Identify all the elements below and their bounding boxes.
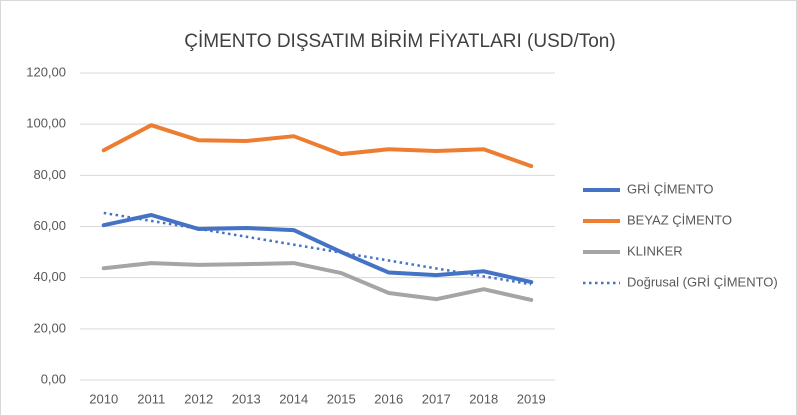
legend-label: GRİ ÇİMENTO [627,181,713,196]
legend-label: KLINKER [627,243,683,258]
y-tick-label: 40,00 [33,269,66,284]
y-tick-label: 80,00 [33,167,66,182]
x-tick-label: 2017 [422,391,451,406]
x-tick-label: 2014 [279,391,308,406]
x-tick-label: 2012 [184,391,213,406]
y-tick-label: 0,00 [41,371,66,386]
legend-label: Doğrusal (GRİ ÇİMENTO) [627,274,778,289]
x-tick-label: 2016 [374,391,403,406]
x-tick-label: 2013 [232,391,261,406]
x-tick-label: 2019 [517,391,546,406]
y-tick-label: 100,00 [26,116,66,131]
series-line [101,261,534,302]
series-line [101,123,534,169]
series-line [103,211,532,286]
y-tick-label: 120,00 [26,64,66,79]
y-tick-label: 60,00 [33,218,66,233]
legend-label: BEYAZ ÇİMENTO [627,212,732,227]
x-tick-label: 2018 [469,391,498,406]
y-tick-label: 20,00 [33,320,66,335]
x-tick-label: 2015 [327,391,356,406]
chart-title: ÇİMENTO DIŞSATIM BİRİM FİYATLARI (USD/To… [184,31,615,52]
x-tick-label: 2011 [137,391,165,406]
x-tick-label: 2010 [89,391,118,406]
